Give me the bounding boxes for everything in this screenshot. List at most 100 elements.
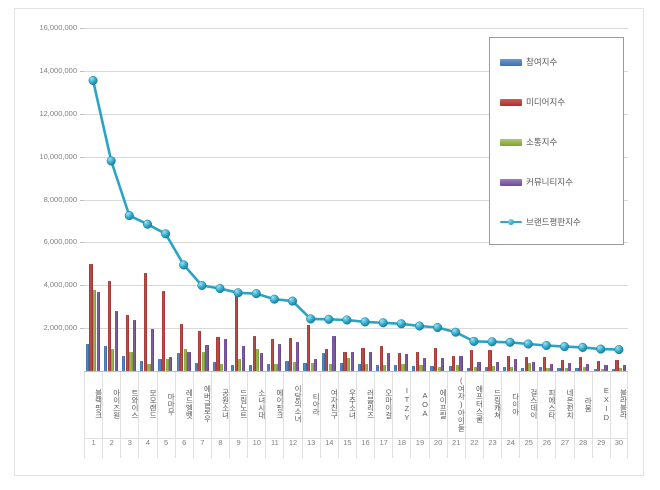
bar-2: [238, 359, 242, 371]
x-axis-column: AOA 19: [410, 372, 429, 458]
x-axis-rank-label: 22: [470, 438, 479, 447]
bar-3: [187, 351, 191, 371]
bar-group: [394, 28, 409, 371]
legend-line-marker-icon: [500, 218, 522, 226]
x-axis-category-label: 드림노트: [239, 389, 248, 419]
bar-group: [412, 28, 427, 371]
data-point-marker: [88, 75, 98, 86]
bar-0: [376, 365, 380, 371]
bar-1: [125, 314, 129, 371]
bar-3: [241, 345, 245, 371]
bar-2: [129, 351, 133, 371]
bar-0: [212, 362, 216, 371]
bar-2: [256, 348, 260, 371]
x-axis-labels: 블랙핑크 1 아이즈원 2 트와이스 3 모모랜드 4 마마무 5 레드벨벳 6 에버글로우 7 공원소녀 8…: [84, 372, 628, 458]
bar-0: [521, 367, 525, 371]
data-point-marker: [505, 337, 515, 347]
bar-1: [597, 361, 601, 371]
gridline: [84, 328, 628, 330]
x-axis-category-label: 모모랜드: [148, 389, 157, 419]
data-point-marker: [287, 296, 298, 306]
x-axis-rank-label: 21: [452, 438, 461, 447]
gridline: [84, 113, 628, 115]
y-tick-mark: [80, 156, 84, 158]
bar-1: [198, 330, 202, 371]
y-tick-label: 4,000,000: [43, 280, 77, 290]
legend-item-4[interactable]: 브랜드평판지수: [500, 212, 620, 232]
data-point-marker: [342, 315, 352, 325]
data-point-marker: [523, 339, 533, 349]
bar-0: [466, 368, 470, 371]
legend-color-swatch: [500, 58, 522, 66]
bar-1: [433, 347, 438, 371]
bar-0: [194, 362, 198, 371]
data-point-marker: [179, 260, 189, 270]
legend-item-2[interactable]: 소통지수: [500, 132, 620, 152]
bar-2: [618, 368, 623, 371]
x-axis-category-label: 에버글로우: [202, 385, 211, 423]
bar-3: [404, 354, 409, 371]
bar-1: [161, 291, 166, 371]
bar-1: [560, 360, 565, 371]
gridline: [84, 156, 628, 158]
bar-group: [430, 28, 445, 371]
bar-2: [328, 364, 332, 371]
bar-3: [495, 362, 499, 371]
x-axis-category-label: 걸스데이: [529, 389, 538, 419]
data-point-marker: [215, 283, 225, 294]
y-tick-label: 12,000,000: [39, 108, 77, 118]
data-point-marker: [487, 337, 497, 347]
x-axis-rank-label: 1: [91, 438, 96, 447]
legend-item-3[interactable]: 커뮤니티지수: [500, 172, 620, 192]
bar-1: [325, 348, 329, 371]
bar-group: [539, 28, 554, 371]
bar-3: [586, 363, 590, 371]
bar-group: [357, 28, 372, 371]
y-tick-label: 2,000,000: [43, 323, 77, 333]
bar-2: [219, 364, 224, 371]
x-axis-rank-label: 3: [127, 438, 132, 447]
x-axis-category-label: 드림캐쳐: [493, 389, 502, 419]
bar-1: [506, 355, 510, 371]
bar-1: [216, 336, 220, 371]
x-axis-category-label: 소녀시대: [257, 389, 266, 419]
x-axis-column: 모모랜드 4: [138, 372, 157, 458]
data-point-marker: [124, 211, 134, 221]
bar-3: [296, 342, 300, 371]
bar-3: [368, 351, 372, 371]
bar-group: [502, 28, 517, 371]
bar-2: [365, 363, 369, 371]
bar-group: [611, 28, 626, 371]
x-axis-rank-label: 12: [288, 438, 298, 447]
bar-group: [230, 28, 245, 371]
bar-3: [114, 310, 118, 371]
bar-2: [564, 368, 568, 371]
bar-group: [249, 28, 264, 371]
data-point-marker: [451, 327, 461, 337]
gridline: [84, 199, 628, 201]
bar-1: [288, 338, 293, 371]
bar-3: [604, 365, 608, 371]
bar-group: [267, 28, 282, 371]
bar-2: [383, 365, 387, 371]
gridline: [84, 285, 628, 287]
bar-0: [611, 368, 615, 371]
data-point-marker: [106, 156, 116, 166]
bar-3: [568, 362, 572, 371]
bar-0: [158, 359, 162, 371]
bar-2: [473, 367, 478, 371]
x-axis-category-label: EXID: [601, 386, 610, 422]
legend-label: 미디어지수: [526, 97, 566, 107]
legend-item-1[interactable]: 미디어지수: [500, 92, 620, 112]
x-axis-rank-label: 13: [306, 438, 316, 447]
bar-group: [104, 28, 118, 371]
bar-group: [85, 28, 100, 371]
x-axis-divider: [84, 438, 628, 439]
bar-0: [412, 365, 416, 371]
x-axis-column: 소녀시대 10: [247, 372, 265, 458]
x-axis-column: 블랙핑크 1: [84, 372, 102, 458]
bar-group: [176, 28, 191, 371]
legend-color-swatch: [500, 138, 522, 146]
legend-item-0[interactable]: 참여지수: [500, 52, 620, 72]
